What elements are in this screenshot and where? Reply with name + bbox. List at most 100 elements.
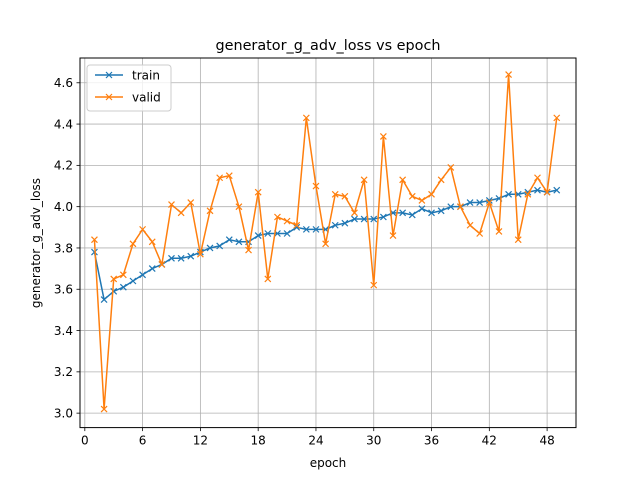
data-point-valid	[148, 238, 156, 246]
data-point-valid	[351, 209, 358, 217]
plot-frame	[79, 57, 577, 429]
grid	[80, 58, 576, 428]
data-point-valid	[399, 176, 407, 184]
data-point-valid	[418, 197, 426, 204]
legend-entry-train: train	[95, 68, 160, 82]
x-tick-label: 42	[482, 434, 497, 448]
data-point-valid	[187, 199, 195, 206]
data-point-valid	[389, 232, 397, 239]
legend-marker	[105, 71, 113, 79]
data-point-train	[168, 254, 175, 262]
data-point-train	[360, 215, 368, 223]
data-point-train	[534, 186, 541, 194]
data-point-train	[476, 199, 484, 206]
x-tick-label: 24	[308, 434, 323, 448]
y-tick-label: 3.6	[54, 283, 73, 297]
data-point-train	[187, 252, 195, 260]
data-point-valid	[505, 71, 513, 78]
data-point-valid	[216, 174, 224, 182]
ticks: 0 6 12 18 24 30 36 42 48 3.0 3.2 3.4 3.6 3.8 4.0 4.2 4.4…	[54, 76, 555, 448]
data-point-valid	[139, 225, 147, 233]
data-point-valid	[437, 176, 445, 184]
data-point-train	[408, 211, 416, 219]
data-point-train	[428, 209, 435, 217]
data-point-valid	[302, 114, 310, 122]
data-point-train	[283, 230, 291, 237]
x-tick-label: 48	[539, 434, 554, 448]
data-point-train	[100, 296, 108, 304]
data-point-train	[139, 271, 147, 279]
data-point-valid	[466, 221, 474, 229]
data-point-train	[466, 199, 474, 206]
data-point-train	[553, 186, 561, 194]
data-point-train	[148, 265, 156, 273]
data-point-valid	[534, 174, 541, 182]
data-point-valid	[100, 405, 108, 413]
y-tick-label: 4.6	[54, 76, 73, 90]
data-point-train	[110, 287, 118, 295]
data-point-train	[302, 225, 310, 233]
data-point-valid	[514, 236, 522, 244]
data-point-valid	[543, 188, 551, 196]
data-point-train	[129, 277, 137, 285]
data-point-valid	[331, 190, 339, 198]
x-tick-label: 30	[366, 434, 381, 448]
y-tick-label: 3.8	[54, 241, 73, 255]
data-point-train	[216, 242, 224, 250]
data-point-valid	[206, 207, 214, 215]
data-point-train	[505, 190, 513, 198]
y-tick-label: 4.4	[54, 117, 73, 131]
data-point-valid	[360, 176, 368, 184]
series-valid	[91, 71, 561, 413]
data-point-valid	[129, 240, 137, 248]
legend-label: train	[132, 68, 160, 82]
data-point-valid	[283, 217, 291, 225]
series-train	[91, 186, 561, 304]
data-point-valid	[341, 192, 349, 200]
data-point-train	[254, 232, 262, 239]
data-point-train	[485, 197, 493, 204]
y-tick-label: 4.2	[54, 159, 73, 173]
data-point-valid	[370, 281, 378, 289]
data-point-train	[331, 221, 339, 229]
series-layer	[91, 71, 561, 413]
data-point-valid	[225, 172, 233, 180]
data-point-train	[437, 207, 445, 215]
legend-entry-valid: valid	[95, 90, 161, 104]
data-point-train	[351, 215, 358, 223]
data-point-valid	[235, 203, 243, 211]
x-tick-label: 36	[424, 434, 439, 448]
data-point-train	[399, 209, 407, 217]
data-point-valid	[457, 203, 464, 211]
x-tick-label: 18	[251, 434, 266, 448]
data-point-valid	[322, 240, 330, 248]
data-point-valid	[408, 192, 416, 200]
data-point-valid	[177, 209, 185, 217]
data-point-valid	[196, 250, 204, 258]
data-point-valid	[447, 164, 455, 171]
data-point-train	[177, 254, 185, 262]
data-point-valid	[495, 228, 503, 235]
data-point-valid	[91, 236, 98, 244]
data-point-valid	[485, 199, 493, 206]
y-tick-label: 4.0	[54, 200, 73, 214]
data-point-valid	[379, 133, 387, 140]
y-axis-label: generator_g_adv_loss	[29, 178, 43, 308]
x-axis-label: epoch	[310, 456, 347, 470]
data-point-valid	[110, 275, 118, 283]
data-point-train	[341, 219, 349, 227]
data-point-valid	[254, 188, 262, 196]
y-tick-label: 3.0	[54, 406, 73, 420]
data-point-train	[119, 283, 127, 291]
data-point-valid	[553, 114, 561, 122]
data-point-valid	[245, 246, 252, 254]
x-tick-label: 6	[139, 434, 147, 448]
data-point-train	[206, 244, 214, 252]
data-point-valid	[476, 230, 484, 237]
data-point-valid	[274, 213, 281, 221]
data-point-train	[418, 205, 426, 213]
x-tick-label: 12	[193, 434, 208, 448]
data-point-valid	[312, 182, 320, 190]
